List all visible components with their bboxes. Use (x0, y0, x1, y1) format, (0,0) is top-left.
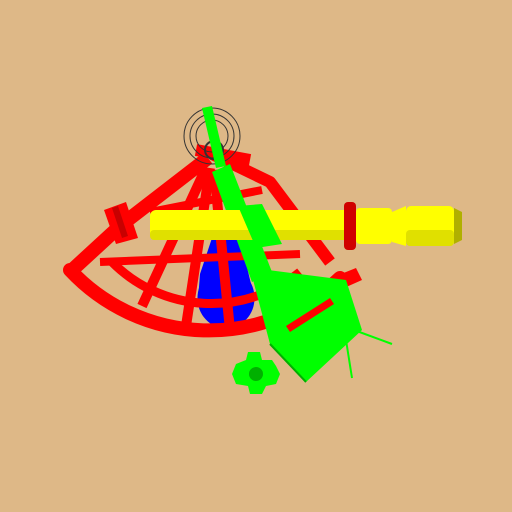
micrometer-drum (232, 352, 280, 394)
telescope (150, 202, 462, 250)
index-arm-tip (202, 106, 226, 168)
index-arm-slot (286, 298, 334, 332)
drum-knob (249, 367, 263, 381)
telescope-rear-tube (356, 208, 392, 244)
frame-spoke-center (181, 167, 215, 327)
index-arm-strap (238, 204, 282, 248)
frame-cross-bar (99, 250, 301, 266)
telescope-collar (344, 202, 356, 250)
index-arm-edge (269, 343, 307, 383)
index-arm-vernier-line-2 (345, 339, 353, 379)
frame-upper-cross (149, 186, 263, 216)
horizon-mirror-edge (112, 206, 128, 238)
telescope-eyepiece-cap (454, 208, 462, 244)
telescope-main-shade (150, 230, 350, 240)
index-arm-vernier-line (353, 329, 393, 345)
telescope-taper (392, 206, 406, 246)
telescope-eyepiece-shade (406, 230, 454, 246)
